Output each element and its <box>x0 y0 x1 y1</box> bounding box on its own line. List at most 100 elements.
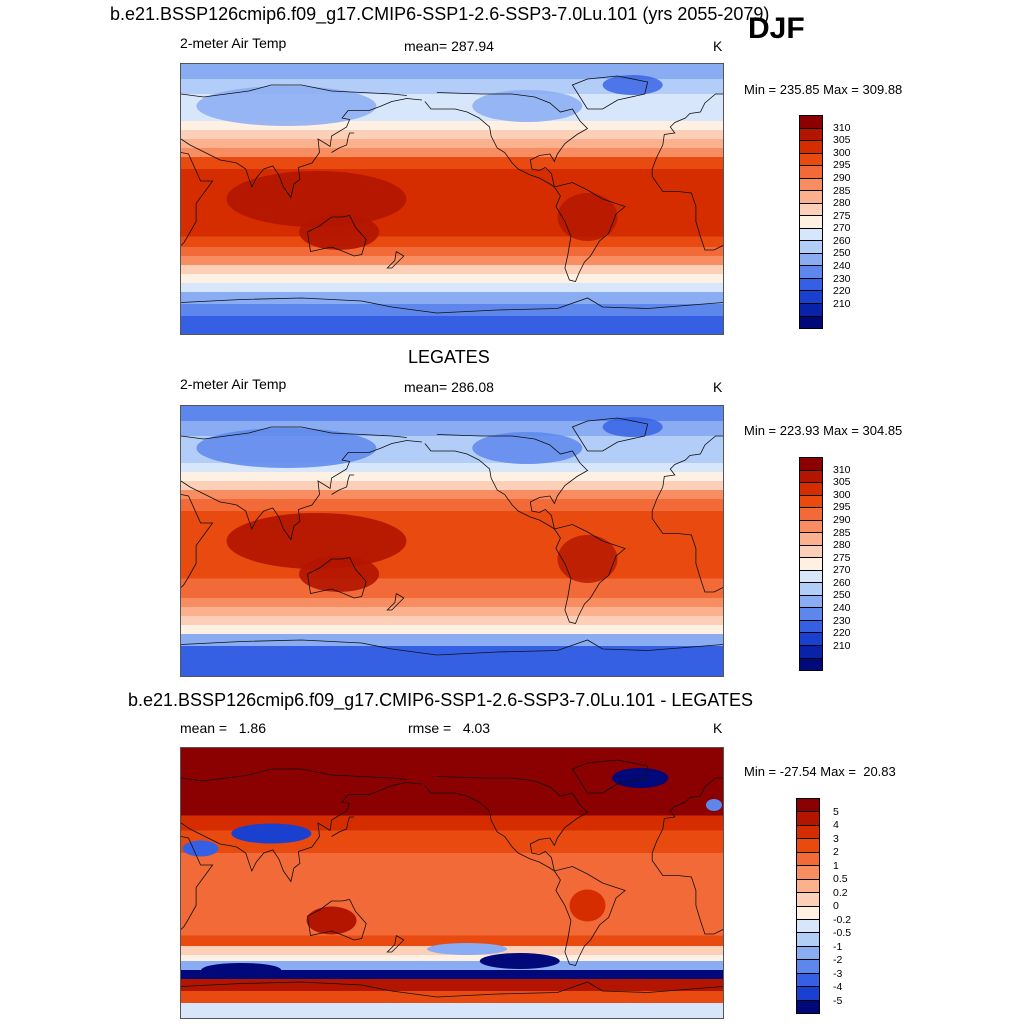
panel-1-title: b.e21.BSSP126cmip6.f09_g17.CMIP6-SSP1-2.… <box>110 4 770 24</box>
panel-3-map <box>180 747 724 1019</box>
colorbar-tick-label: 305 <box>833 134 851 147</box>
colorbar-swatch <box>800 141 822 154</box>
colorbar-tick-label: 0 <box>833 900 839 912</box>
colorbar-tick-label: 4 <box>833 819 839 831</box>
difference-bands <box>181 748 723 1018</box>
panel-2-colorbar-labels: 310 305 300 295 290 285 280 275 270 260 250 240 230 2… <box>833 457 893 669</box>
colorbar-tick-label: 210 <box>833 639 851 652</box>
colorbar-tick-label: -4 <box>833 981 843 993</box>
colorbar-tick-label: 300 <box>833 146 851 159</box>
colorbar-tick-label: 295 <box>833 159 851 172</box>
warm-pool-patches <box>226 171 618 250</box>
colorbar-tick-label: 280 <box>833 539 851 552</box>
colorbar-tick-label: 240 <box>833 602 851 615</box>
panel-2-mean-label: mean= 286.08 <box>404 379 494 395</box>
colorbar-tick-label: -1 <box>833 940 843 953</box>
colorbar-swatch <box>797 812 819 826</box>
colorbar-tick-label: -2 <box>833 954 843 966</box>
colorbar-swatch <box>800 128 822 142</box>
colorbar-swatch <box>800 608 822 621</box>
colorbar-swatch <box>800 166 822 179</box>
colorbar-swatch <box>797 893 819 907</box>
colorbar-tick-label: 290 <box>833 171 851 184</box>
panel-1-temperature-field <box>181 64 723 334</box>
colorbar-tick-label: 2 <box>833 846 839 858</box>
coastline-outlines <box>181 759 723 998</box>
coastline-outlines <box>181 417 723 656</box>
colorbar-swatch <box>800 278 822 292</box>
colorbar-tick-label: 0.2 <box>833 886 848 899</box>
colorbar-swatch <box>800 266 822 279</box>
colorbar-tick-label: 285 <box>833 526 851 539</box>
panel-2-colorbar <box>799 457 823 671</box>
colorbar-swatch <box>797 825 819 840</box>
panel-3-mean-label: mean = 1.86 <box>180 720 267 736</box>
colorbar-tick-label: 305 <box>833 476 851 489</box>
colorbar-swatch <box>800 558 822 571</box>
panel-1-variable-label: 2-meter Air Temp <box>180 35 287 51</box>
colorbar-swatch <box>797 919 819 934</box>
colorbar-swatch <box>800 228 822 242</box>
colorbar-swatch <box>800 253 822 267</box>
colorbar-tick-label: 230 <box>833 272 851 285</box>
colorbar-swatch <box>797 960 819 974</box>
panel-1-colorbar <box>799 115 823 329</box>
panel-2-map <box>180 405 724 677</box>
colorbar-swatch <box>797 799 819 813</box>
colorbar-swatch <box>800 291 822 304</box>
colorbar-tick-label: 310 <box>833 121 851 134</box>
colorbar-swatch <box>800 620 822 634</box>
colorbar-swatch <box>800 533 822 546</box>
colorbar-tick-label: 220 <box>833 285 851 298</box>
colorbar-tick-label: -5 <box>833 994 843 1007</box>
colorbar-swatch <box>797 839 819 853</box>
colorbar-swatch <box>800 191 822 204</box>
panel-2-minmax: Min = 223.93 Max = 304.85 <box>744 423 903 438</box>
colorbar-swatch <box>797 906 819 920</box>
colorbar-tick-label: 310 <box>833 463 851 476</box>
colorbar-tick-label: 240 <box>833 260 851 273</box>
colorbar-tick-label: 275 <box>833 209 851 222</box>
colorbar-swatch <box>800 470 822 484</box>
colorbar-tick-label: 3 <box>833 832 839 845</box>
panel-3-units-label: K <box>713 720 723 736</box>
colorbar-tick-label: 5 <box>833 805 839 818</box>
colorbar-swatch <box>800 483 822 496</box>
colorbar-swatch <box>800 178 822 192</box>
colorbar-tick-label: 250 <box>833 247 851 260</box>
warm-pool-patches <box>226 513 618 592</box>
colorbar-tick-label: 210 <box>833 297 851 310</box>
season-label: DJF <box>748 12 805 45</box>
colorbar-swatch <box>797 946 819 961</box>
panel-1-minmax: Min = 235.85 Max = 309.88 <box>744 82 903 97</box>
colorbar-swatch <box>800 545 822 559</box>
colorbar-tick-label: 250 <box>833 589 851 602</box>
panel-3-minmax: Min = -27.54 Max = 20.83 <box>744 764 896 779</box>
colorbar-tick-label: 290 <box>833 513 851 526</box>
colorbar-swatch <box>800 595 822 609</box>
colorbar-tick-label: 260 <box>833 234 851 247</box>
colorbar-swatch <box>797 987 819 1001</box>
colorbar-swatch <box>797 973 819 988</box>
panel-3-rmse-label: rmse = 4.03 <box>408 720 491 736</box>
colorbar-swatch <box>800 153 822 167</box>
colorbar-swatch <box>797 852 819 867</box>
colorbar-swatch <box>800 303 822 317</box>
colorbar-tick-label: -3 <box>833 967 843 980</box>
colorbar-swatch <box>797 1000 819 1013</box>
panel-2-title: LEGATES <box>408 347 490 367</box>
colorbar-tick-label: 275 <box>833 551 851 564</box>
panel-2-variable-label: 2-meter Air Temp <box>180 376 287 392</box>
colorbar-tick-label: 230 <box>833 614 851 627</box>
panel-2-units-label: K <box>713 379 723 395</box>
colorbar-tick-label: 1 <box>833 859 839 872</box>
colorbar-tick-label: -0.2 <box>833 913 852 926</box>
colorbar-tick-label: 0.5 <box>833 873 848 885</box>
panel-1-mean-label: mean= 287.94 <box>404 38 494 54</box>
colorbar-swatch <box>800 116 822 129</box>
colorbar-swatch <box>800 508 822 521</box>
colorbar-swatch <box>800 316 822 329</box>
panel-3-colorbar-labels: 5 4 3 2 1 0.5 0.2 0 -0.2 -0.5 -1 -2 -3 -4 -5 <box>833 798 893 1012</box>
coastline-outlines <box>181 75 723 314</box>
colorbar-swatch <box>800 645 822 659</box>
